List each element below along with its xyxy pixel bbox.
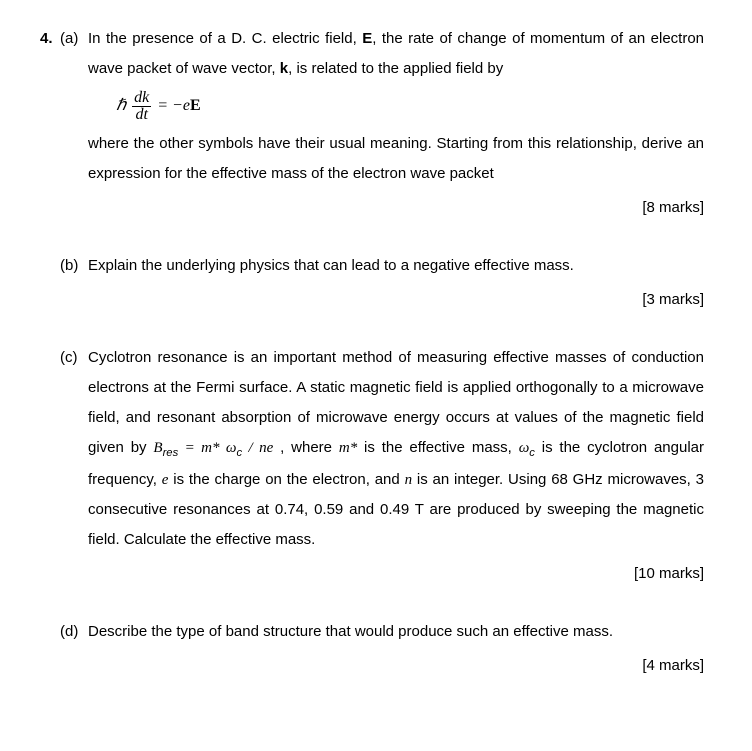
part-a-label: (a)	[60, 24, 88, 54]
fraction-numerator: dk	[132, 90, 151, 107]
eq-E-bold: E	[190, 97, 201, 114]
part-c-text5: is the charge on the electron, and	[168, 471, 404, 488]
Bres-sub: res	[163, 447, 179, 459]
part-b-text: Explain the underlying physics that can …	[88, 257, 574, 274]
part-a-text3: , is related to the applied field by	[288, 60, 503, 77]
part-c-text3: is the effective mass,	[357, 439, 518, 456]
equals-minus-e: = −e	[157, 97, 190, 114]
equation-a: ℏ dk dt = −eE	[116, 90, 704, 123]
part-d: (d)Describe the type of band structure t…	[88, 617, 704, 681]
exam-page: 4. (a)In the presence of a D. C. electri…	[0, 0, 752, 751]
formula-tail: / ne	[242, 440, 273, 456]
part-d-label: (d)	[60, 617, 88, 647]
part-b-label: (b)	[60, 251, 88, 281]
field-E: E	[362, 30, 372, 47]
part-c-marks: [10 marks]	[88, 559, 704, 589]
fraction-dk-dt: dk dt	[132, 90, 151, 123]
wavevector-k: k	[280, 60, 288, 77]
part-a-text4: where the other symbols have their usual…	[88, 129, 704, 189]
fraction-denominator: dt	[132, 107, 151, 123]
mstar: m*	[339, 440, 357, 456]
part-c-text2: , where	[273, 439, 339, 456]
part-d-marks: [4 marks]	[88, 651, 704, 681]
n-symbol: n	[405, 472, 413, 488]
part-a-marks: [8 marks]	[88, 193, 704, 223]
part-d-text: Describe the type of band structure that…	[88, 623, 613, 640]
question-number: 4.	[40, 24, 53, 54]
Bres-B: B	[153, 440, 162, 456]
part-a: (a)In the presence of a D. C. electric f…	[88, 24, 704, 223]
formula-eq: = m* ω	[178, 440, 236, 456]
part-b: (b)Explain the underlying physics that c…	[88, 251, 704, 315]
part-c: (c)Cyclotron resonance is an important m…	[88, 343, 704, 589]
hbar: ℏ	[116, 97, 126, 114]
part-b-marks: [3 marks]	[88, 285, 704, 315]
part-a-text1: In the presence of a D. C. electric fiel…	[88, 30, 362, 47]
omega: ω	[519, 440, 530, 456]
part-c-label: (c)	[60, 343, 88, 373]
